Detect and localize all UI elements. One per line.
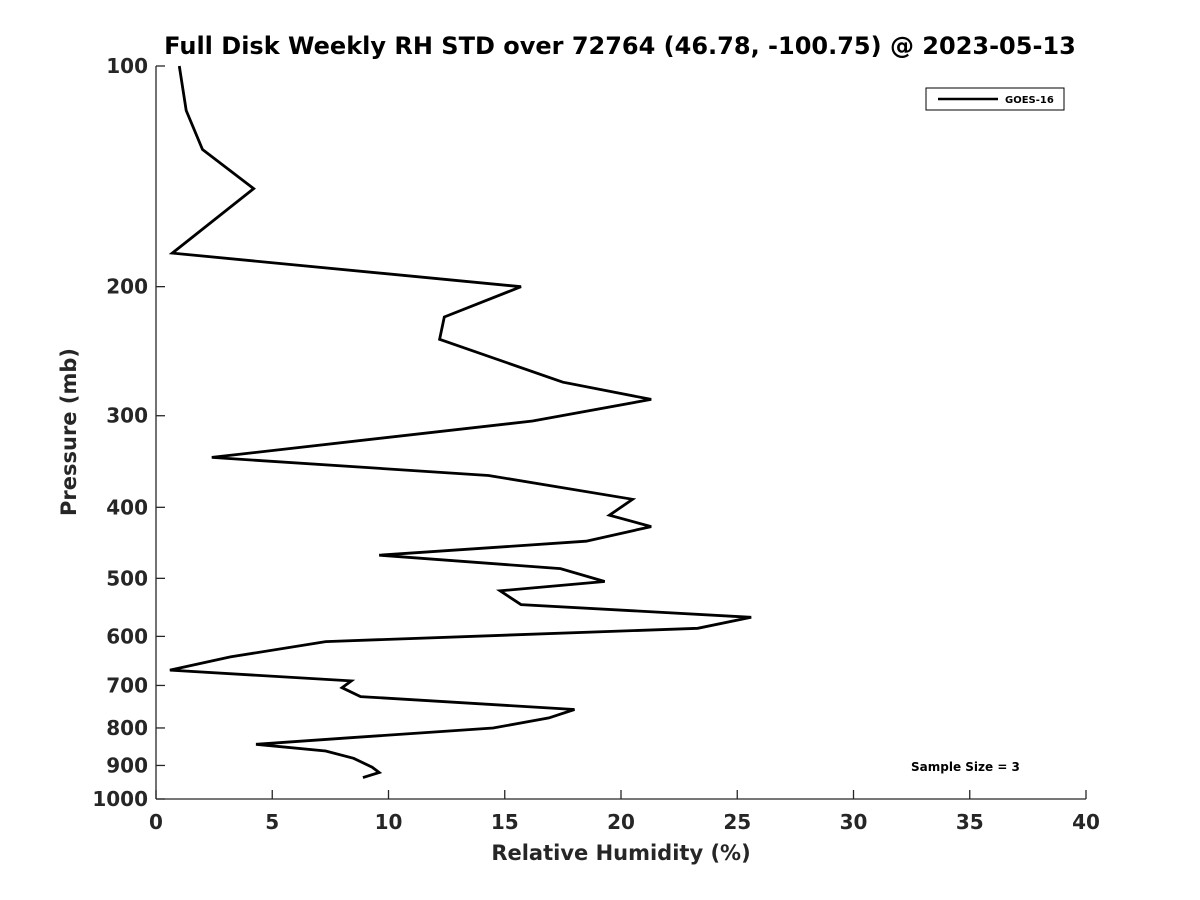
x-ticks: 0 5 10 15 20 25 30 35 40 [149, 790, 1100, 834]
x-tick-label: 30 [840, 810, 868, 834]
legend-label: GOES-16 [1005, 95, 1054, 106]
y-tick-label: 800 [106, 716, 148, 740]
x-tick-label: 10 [375, 810, 403, 834]
x-tick-label: 5 [265, 810, 279, 834]
y-tick-label: 300 [106, 404, 148, 428]
y-tick-label: 500 [106, 566, 148, 590]
legend: GOES-16 [925, 87, 1065, 111]
series-line [168, 65, 752, 779]
y-ticks: 100 200 300 400 500 600 700 800 900 1000 [92, 54, 165, 811]
y-tick-label: 700 [106, 673, 148, 697]
y-tick-label: 1000 [92, 787, 148, 811]
y-tick-label: 100 [106, 54, 148, 78]
series-layer [168, 65, 752, 779]
x-tick-label: 25 [723, 810, 751, 834]
y-tick-label: 200 [106, 275, 148, 299]
y-tick-label: 400 [106, 495, 148, 519]
sample-size-annotation: Sample Size = 3 [911, 760, 1020, 774]
chart-title: Full Disk Weekly RH STD over 72764 (46.7… [164, 32, 1076, 60]
x-tick-label: 0 [149, 810, 163, 834]
y-tick-label: 900 [106, 753, 148, 777]
x-tick-label: 35 [956, 810, 984, 834]
x-tick-label: 15 [491, 810, 519, 834]
x-axis-label: Relative Humidity (%) [491, 841, 750, 865]
x-tick-label: 20 [607, 810, 635, 834]
x-tick-label: 40 [1072, 810, 1100, 834]
y-axis-label: Pressure (mb) [57, 348, 81, 516]
y-tick-label: 600 [106, 624, 148, 648]
